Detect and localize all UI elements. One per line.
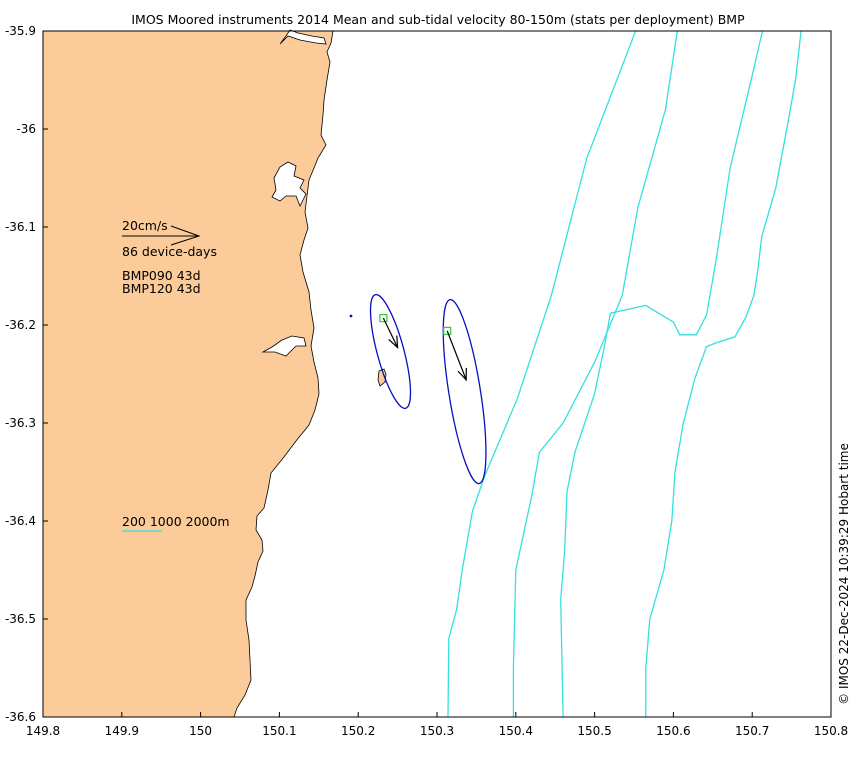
x-tick-label-6: 150.4 [499, 724, 533, 738]
ellipse-1 [442, 298, 487, 485]
x-tick-label-2: 150 [189, 724, 212, 738]
x-tick-label-1: 149.9 [105, 724, 139, 738]
arrow-shaft-BMP120 [446, 330, 467, 381]
isobath-legend-label: 200 1000 2000m [122, 514, 230, 529]
isobath-200m-0 [447, 30, 637, 718]
y-tick-label-6: -36.5 [5, 612, 36, 626]
arrow-head-BMP120 [457, 367, 467, 382]
dot-marker [349, 314, 353, 318]
land-mass [42, 30, 334, 718]
y-tick-label-2: -36.1 [5, 220, 36, 234]
station-BMP090 [379, 314, 388, 323]
y-tick-label-5: -36.4 [5, 514, 36, 528]
isobath-2000m-2 [560, 30, 764, 718]
y-tick-label-1: -36 [16, 122, 36, 136]
y-tick-label-3: -36.2 [5, 318, 36, 332]
small-island [377, 368, 387, 387]
velocity-arrows [382, 317, 467, 382]
x-tick-label-7: 150.5 [577, 724, 611, 738]
station-BMP120 [443, 326, 452, 335]
credit-text: © IMOS 22-Dec-2024 10:39:29 Hobart time [837, 443, 851, 705]
x-tick-label-0: 149.8 [26, 724, 60, 738]
station-markers [379, 314, 452, 335]
y-tick-label-7: -36.6 [5, 710, 36, 724]
x-tick-label-10: 150.8 [814, 724, 848, 738]
arrow-shaft-BMP090 [382, 317, 399, 348]
isobath-2000m-3 [645, 30, 802, 717]
y-axis-ticks: -35.9 -36 -36.1 -36.2 -36.3 -36.4 -36.5 -36.6 [5, 24, 48, 724]
x-tick-label-3: 150.1 [262, 724, 296, 738]
y-tick-label-4: -36.3 [5, 416, 36, 430]
y-tick-label-0: -35.9 [5, 24, 36, 38]
x-axis-ticks: 149.8 149.9 150 150.1 150.2 150.3 150.4 150.5 15… [26, 712, 848, 738]
x-tick-label-4: 150.2 [341, 724, 375, 738]
isobath-contours [447, 30, 802, 718]
variance-ellipses [369, 293, 487, 485]
isobath-1000m-1 [512, 30, 678, 717]
deployment-label-1: BMP090 43d [122, 268, 201, 283]
lake-mid [271, 161, 307, 207]
x-tick-label-8: 150.6 [656, 724, 690, 738]
deployment-label-2: BMP120 43d [122, 281, 201, 296]
arrow-head-BMP090 [388, 335, 399, 349]
scale-label: 20cm/s [122, 218, 168, 233]
ellipse-0 [369, 293, 412, 410]
scale-arrow-head [170, 225, 201, 246]
estuary-south [261, 335, 307, 357]
map-title: IMOS Moored instruments 2014 Mean and su… [131, 12, 745, 27]
device-days-label: 86 device-days [122, 244, 217, 259]
x-tick-label-9: 150.7 [735, 724, 769, 738]
x-tick-label-5: 150.3 [420, 724, 454, 738]
